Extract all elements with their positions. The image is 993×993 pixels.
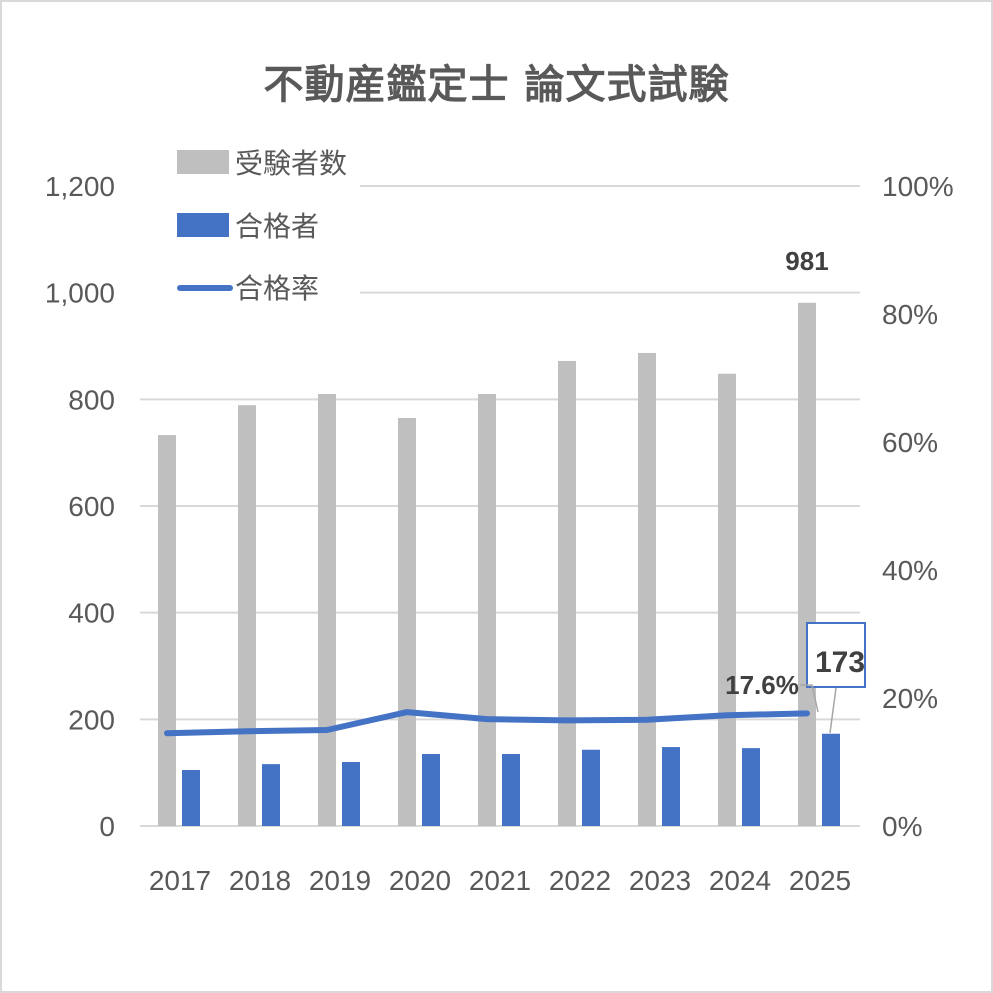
x-axis-tick-label: 2024	[709, 865, 771, 896]
bar-passers	[502, 754, 520, 826]
right-axis-tick-label: 20%	[882, 683, 938, 714]
bar-passers	[422, 754, 440, 826]
rate-line	[164, 709, 810, 737]
right-axis-tick-label: 0%	[882, 811, 922, 842]
bar-applicants	[398, 418, 416, 826]
x-axis-tick-label: 2018	[229, 865, 291, 896]
bar-passers	[182, 770, 200, 826]
bar-passers	[662, 747, 680, 826]
right-axis-tick-label: 60%	[882, 427, 938, 458]
bar-series	[158, 302, 840, 826]
left-axis-tick-label: 1,200	[45, 171, 115, 202]
legend-swatch-passers	[177, 213, 229, 237]
chart-title: 不動産鑑定士 論文式試験	[263, 62, 730, 108]
left-axis-tick-label: 200	[68, 704, 115, 735]
left-axis-ticks: 0 200 400 600 800 1,000 1,200	[45, 171, 115, 842]
bar-applicants	[478, 394, 496, 826]
leader-line-rate	[800, 684, 819, 713]
right-axis-tick-label: 80%	[882, 299, 938, 330]
label-applicants-2025: 981	[785, 246, 828, 276]
legend: 受験者数 合格者 合格率	[177, 148, 347, 304]
leader-line-passers	[829, 687, 837, 734]
bar-applicants	[318, 394, 336, 826]
x-axis-tick-label: 2023	[629, 865, 691, 896]
x-axis-ticks: 2017 2018 2019 2020 2021 2022 2023 2024 2025	[149, 865, 851, 896]
legend-label-applicants: 受験者数	[235, 148, 347, 179]
bar-passers	[822, 733, 840, 826]
data-labels: 981 173 17.6%	[725, 246, 866, 734]
label-passers-2025: 173	[815, 646, 865, 679]
right-axis-ticks: 0% 20% 40% 60% 80% 100%	[882, 171, 954, 842]
x-axis-tick-label: 2020	[389, 865, 451, 896]
x-axis-tick-label: 2022	[549, 865, 611, 896]
gridlines	[140, 185, 860, 827]
left-axis-tick-label: 800	[68, 384, 115, 415]
right-axis-tick-label: 40%	[882, 555, 938, 586]
bar-passers	[262, 764, 280, 826]
x-axis-tick-label: 2017	[149, 865, 211, 896]
legend-swatch-applicants	[177, 150, 229, 174]
left-axis-tick-label: 400	[68, 598, 115, 629]
bar-applicants	[238, 405, 256, 826]
bar-passers	[582, 749, 600, 826]
bar-applicants	[798, 302, 816, 826]
bar-passers	[742, 748, 760, 826]
bar-passers	[342, 762, 360, 826]
bar-applicants	[638, 352, 656, 826]
left-axis-tick-label: 0	[99, 811, 115, 842]
left-axis-tick-label: 1,000	[45, 278, 115, 309]
right-axis-tick-label: 100%	[882, 171, 954, 202]
x-axis-tick-label: 2025	[789, 865, 851, 896]
left-axis-tick-label: 600	[68, 491, 115, 522]
legend-label-passers: 合格者	[235, 211, 319, 242]
label-rate-2025: 17.6%	[725, 670, 799, 700]
bar-applicants	[558, 360, 576, 826]
bar-applicants	[158, 435, 176, 826]
x-axis-tick-label: 2021	[469, 865, 531, 896]
legend-label-rate: 合格率	[235, 273, 319, 304]
label-box-passers-2025	[806, 622, 866, 688]
bar-applicants	[718, 373, 736, 826]
x-axis-tick-label: 2019	[309, 865, 371, 896]
rate-line-series	[164, 709, 810, 737]
